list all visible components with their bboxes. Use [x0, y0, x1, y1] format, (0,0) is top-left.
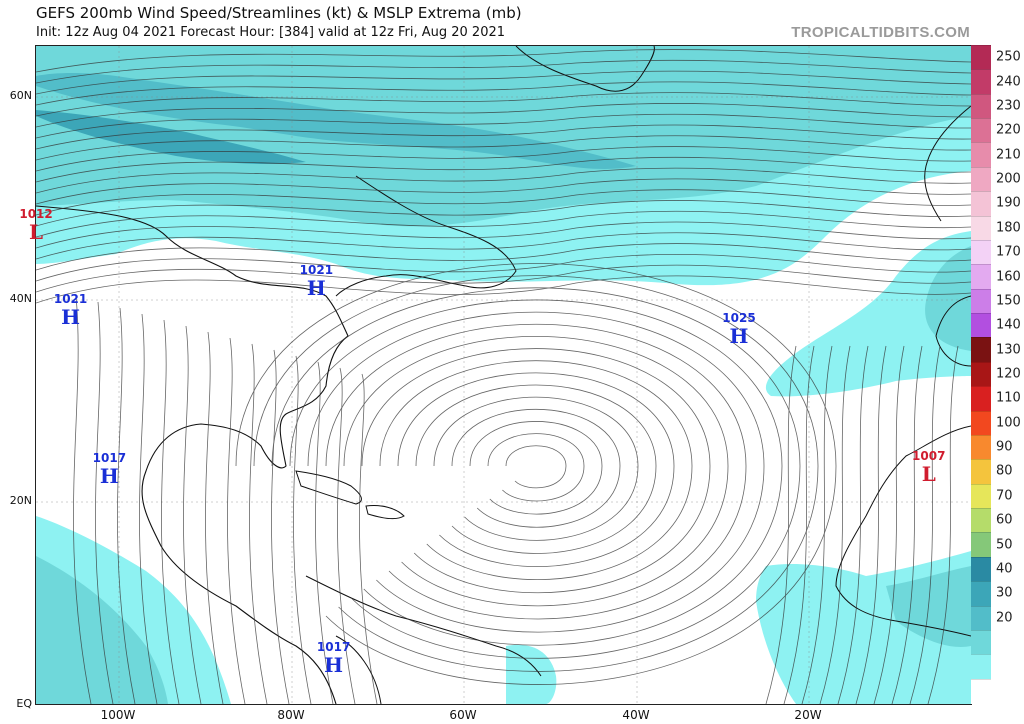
colorbar-segment [971, 166, 991, 193]
colorbar-segment [971, 142, 991, 168]
colorbar-tick-label: 50 [996, 537, 1013, 553]
colorbar-segment [971, 508, 991, 534]
map-canvas [36, 46, 971, 704]
lat-label-60n: 60N [9, 89, 32, 102]
colorbar-segment [971, 45, 991, 71]
colorbar-segment [971, 605, 991, 631]
pressure-value: 1007 [912, 448, 946, 463]
colorbar-segment [971, 483, 991, 510]
colorbar-tick-label: 230 [996, 98, 1021, 114]
colorbar-segment [971, 386, 991, 412]
wind-speed-shading [36, 46, 971, 704]
pressure-value: 1017 [316, 640, 351, 655]
colorbar-segment [971, 313, 991, 339]
lon-label-60w: 60W [449, 708, 477, 722]
lat-label-20n: 20N [9, 494, 32, 507]
colorbar-segment [971, 118, 991, 144]
colorbar-tick-label: 100 [996, 415, 1021, 431]
colorbar-tick-label: 180 [996, 220, 1021, 236]
pressure-value: 1021 [299, 263, 334, 278]
pressure-value: 1025 [722, 311, 756, 326]
colorbar-tick-label: 90 [996, 439, 1013, 455]
colorbar-tick-label: 190 [996, 195, 1021, 211]
low-pressure-marker: 1007 L [912, 447, 945, 484]
pressure-type-letter: H [729, 324, 749, 349]
pressure-type-letter: H [61, 304, 81, 329]
colorbar-segment [971, 532, 991, 558]
lon-label-80w: 80W [277, 708, 305, 722]
pressure-type-letter: H [99, 463, 119, 488]
colorbar-segment [971, 654, 991, 680]
colorbar-tick-label: 60 [996, 512, 1013, 528]
site-watermark: TROPICALTIDBITS.COM [791, 24, 970, 41]
wind-speed-colorbar [971, 45, 991, 704]
lat-label-eq: EQ [16, 697, 32, 710]
colorbar-segment [971, 581, 991, 607]
colorbar-tick-label: 130 [996, 342, 1021, 358]
pressure-value: 1012 [19, 206, 53, 221]
lat-label-40n: 40N [9, 292, 32, 305]
colorbar-segment [971, 361, 991, 388]
low-pressure-marker: 1012 L [19, 205, 52, 242]
colorbar-segment [971, 556, 991, 583]
colorbar-segment [971, 264, 991, 290]
high-pressure-marker: 1021 H [54, 290, 87, 327]
colorbar-segment [971, 191, 991, 217]
pressure-type-letter: L [29, 219, 44, 244]
colorbar-tick-label: 220 [996, 122, 1021, 138]
colorbar-tick-label: 150 [996, 293, 1021, 309]
colorbar-tick-label: 40 [996, 561, 1013, 577]
lon-label-100w: 100W [100, 708, 136, 722]
colorbar-segment [971, 239, 991, 266]
streamlines [36, 49, 971, 704]
colorbar-segment [971, 434, 991, 461]
lat-lon-grid [36, 46, 971, 704]
chart-subtitle: Init: 12z Aug 04 2021 Forecast Hour: [38… [36, 25, 506, 40]
colorbar-tick-label: 170 [996, 244, 1021, 260]
colorbar-tick-label: 70 [996, 488, 1013, 504]
colorbar-tick-label: 240 [996, 74, 1021, 90]
colorbar-tick-label: 30 [996, 585, 1013, 601]
colorbar-segment [971, 410, 991, 436]
colorbar-tick-label: 250 [996, 49, 1021, 65]
colorbar-segment [971, 337, 991, 363]
chart-title: GEFS 200mb Wind Speed/Streamlines (kt) &… [36, 4, 522, 22]
colorbar-segment [971, 69, 991, 95]
colorbar-tick-label: 210 [996, 147, 1021, 163]
lon-label-40w: 40W [622, 708, 650, 722]
colorbar-tick-label: 120 [996, 366, 1021, 382]
colorbar-tick-label: 160 [996, 269, 1021, 285]
colorbar-segment [971, 215, 991, 241]
pressure-type-letter: H [306, 276, 326, 301]
colorbar-segment [971, 459, 991, 485]
lon-label-20w: 20W [794, 708, 822, 722]
pressure-value: 1017 [92, 450, 127, 465]
map-panel [35, 45, 972, 705]
high-pressure-marker: 1017 H [93, 449, 126, 486]
colorbar-segment [971, 288, 991, 315]
colorbar-segment [971, 678, 991, 704]
colorbar-tick-label: 80 [996, 463, 1013, 479]
high-pressure-marker: 1017 H [317, 638, 350, 675]
colorbar-tick-label: 20 [996, 610, 1013, 626]
colorbar-segment [971, 629, 991, 656]
colorbar-tick-label: 110 [996, 390, 1021, 406]
pressure-value: 1021 [53, 291, 88, 306]
colorbar-segment [971, 93, 991, 120]
high-pressure-marker: 1025 H [722, 309, 755, 346]
pressure-type-letter: L [921, 461, 936, 486]
colorbar-tick-label: 140 [996, 317, 1021, 333]
colorbar-tick-label: 200 [996, 171, 1021, 187]
pressure-type-letter: H [324, 653, 344, 678]
high-pressure-marker: 1021 H [300, 261, 333, 298]
